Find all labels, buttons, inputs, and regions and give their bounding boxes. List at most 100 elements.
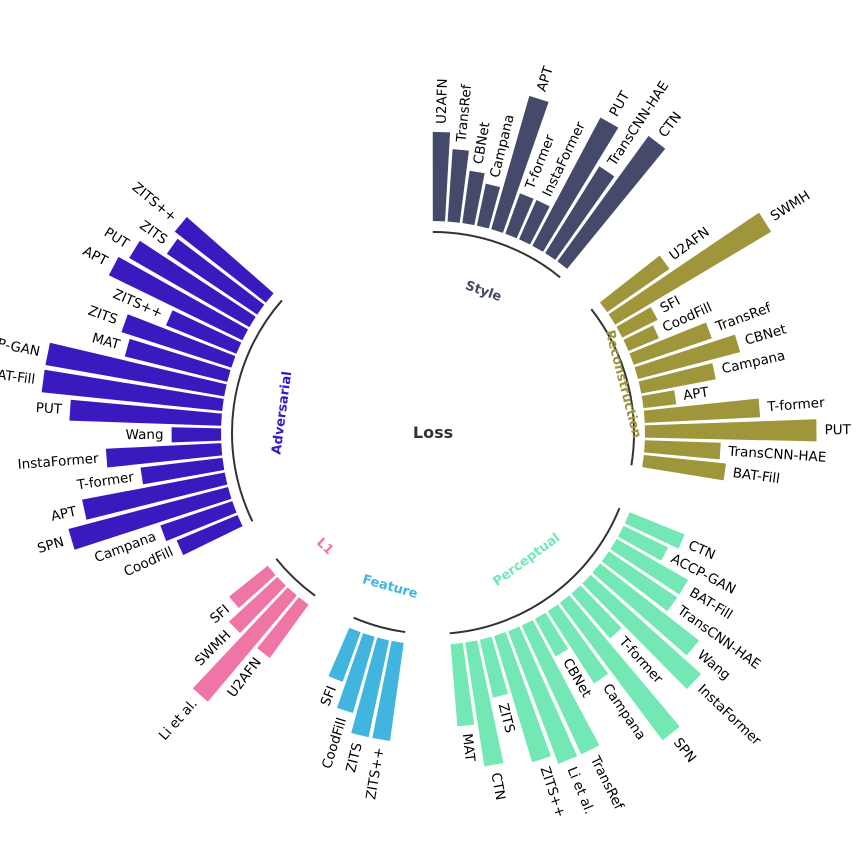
bar-adversarial-8 [41,369,224,412]
bar-perceptual-3 [601,551,678,612]
center-label: Loss [413,423,453,442]
bar-perceptual-14 [465,640,504,767]
bar-l1-1 [192,587,297,702]
bar-perceptual-7 [559,595,680,741]
bar-perceptual-10 [521,620,600,755]
bar-label: CTN [487,771,508,801]
bar-reconstruction-11 [642,454,726,481]
bar-label: ZITS++ [129,179,180,225]
bar-l1-2 [228,576,286,634]
bar-feature-3 [328,627,361,682]
bar-label: CBNet [471,121,494,165]
bar-style-0 [432,131,451,222]
bar-reconstruction-6 [638,363,716,394]
bar-l1-3 [229,565,276,609]
bar-label: BAT-Fill [0,366,36,388]
group-arc-reconstruction [590,308,636,466]
bar-label: T-former [766,395,826,415]
bar-perceptual-13 [479,636,509,698]
bar-perceptual-9 [534,612,569,657]
bar-label: CTN [656,109,686,141]
bar-adversarial-7 [69,399,222,426]
bar-label: Wang [126,427,164,443]
bar-label: PUT [825,422,852,438]
bar-reconstruction-7 [641,390,677,409]
bar-perceptual-15 [450,642,475,727]
bar-style-6 [519,200,550,245]
bar-label: Li et al. [156,696,201,744]
bar-reconstruction-4 [629,322,712,365]
bar-label: PUT [606,88,633,119]
bar-label: MAT [90,330,122,353]
bar-reconstruction-9 [644,419,817,442]
bar-adversarial-14 [129,240,256,328]
group-arc-adversarial [231,299,283,522]
bar-reconstruction-3 [623,325,659,352]
bar-label: InstaFormer [17,451,99,473]
bar-label: TransRef [453,83,475,144]
bar-label: ZITS [495,702,518,735]
bar-adversarial-9 [45,342,227,397]
bar-reconstruction-2 [616,307,658,338]
bar-style-7 [532,117,619,252]
bar-perceptual-8 [547,604,609,684]
bar-label: BAT-Fill [732,465,781,487]
bar-label: SFI [318,684,340,709]
bar-label: ZITS++ [537,764,569,819]
bar-label: APT [682,384,710,404]
group-arc-feature [353,616,406,634]
bars-layer [41,95,817,767]
group-label-style: Style [463,278,503,305]
bar-reconstruction-1 [608,212,772,325]
bar-adversarial-6 [171,427,222,443]
bar-adversarial-15 [166,238,265,315]
bar-reconstruction-8 [643,398,761,423]
bar-label: SPN [670,735,699,766]
group-labels-layer: StyleReconstructionPerceptualFeatureL1Ad… [269,278,644,602]
bar-label: ZITS++ [363,746,388,801]
bar-perceptual-4 [592,563,700,656]
bar-adversarial-11 [121,314,236,368]
bar-label: Li et al. [564,765,598,817]
bar-label: InstaFormer [694,681,764,749]
bar-adversarial-1 [160,501,237,542]
bar-label: CBNet [743,321,788,348]
group-arc-l1 [275,558,316,597]
group-arc-perceptual [449,507,621,635]
bar-feature-0 [372,640,404,742]
group-label-feature: Feature [361,572,420,602]
bar-perceptual-5 [582,574,702,690]
bar-label: ZITS [343,741,366,774]
bar-perceptual-6 [571,585,622,639]
bar-l1-0 [257,597,309,659]
bar-style-2 [462,170,485,226]
bar-label: ZITS [86,303,120,328]
bar-adversarial-0 [176,514,243,556]
bar-style-9 [557,135,666,269]
bar-label: ACCP-GAN [0,330,41,360]
group-arc-style [432,230,561,279]
bar-label: TransCNN-HAE [727,444,827,466]
bar-adversarial-16 [174,217,274,303]
bar-label: SPN [36,534,66,557]
bar-style-3 [476,183,501,229]
bar-reconstruction-0 [599,255,670,313]
group-label-adversarial: Adversarial [269,370,295,455]
bar-label: MAT [459,733,478,763]
bar-label: APT [534,64,557,94]
bar-label: PUT [35,400,63,418]
bar-style-1 [447,149,469,223]
bar-label: APT [80,243,111,269]
bar-label: T-former [75,469,135,493]
bar-adversarial-12 [165,310,242,354]
bar-label: PUT [101,225,132,253]
bar-adversarial-13 [108,256,249,341]
group-label-perceptual: Perceptual [490,531,563,590]
bar-perceptual-2 [610,538,689,595]
bar-perceptual-12 [494,632,551,763]
bar-perceptual-1 [617,525,669,561]
bar-adversarial-3 [82,472,228,520]
bar-label: APT [50,503,79,524]
bar-style-8 [545,166,615,260]
